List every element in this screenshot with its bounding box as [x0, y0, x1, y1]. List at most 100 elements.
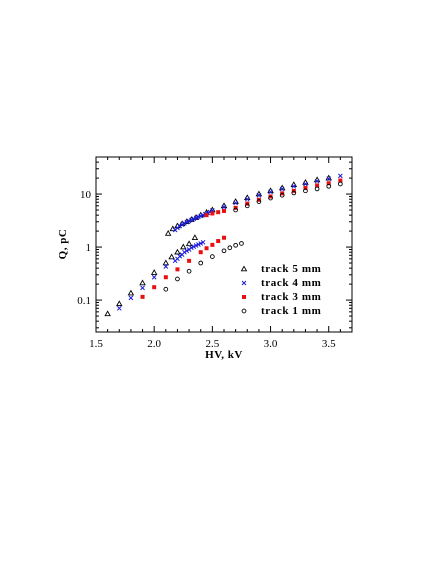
legend-label: track 4 mm: [261, 277, 321, 289]
data-point: [152, 285, 157, 290]
legend-label: track 3 mm: [261, 291, 321, 303]
data-point: [189, 245, 194, 251]
legend-label: track 1 mm: [261, 305, 321, 317]
data-point: [104, 310, 111, 317]
y-axis-title: Q, pC: [57, 229, 69, 260]
y-axis: 0.1 1 10: [77, 156, 352, 329]
data-point: [139, 279, 146, 286]
data-point: [179, 222, 185, 227]
data-point: [222, 235, 226, 240]
x-tick-label: 2.0: [147, 338, 161, 350]
data-point: [338, 173, 343, 179]
data-point: [127, 289, 135, 296]
data-point: [227, 245, 233, 251]
y-tick-label: 0.1: [77, 295, 91, 307]
legend-label: track 5 mm: [261, 263, 321, 275]
data-point: [187, 258, 192, 263]
y-tick-label: 10: [80, 189, 92, 201]
data-point: [221, 204, 227, 210]
data-point: [191, 244, 197, 249]
data-point: [314, 178, 320, 184]
data-point: [239, 241, 244, 246]
data-point: [200, 212, 206, 218]
legend-marker: [241, 308, 247, 314]
data-point: [198, 241, 204, 246]
data-point: [164, 230, 172, 236]
data-point: [168, 253, 175, 260]
data-point: [140, 294, 145, 299]
data-point: [314, 186, 320, 192]
data-point: [268, 195, 273, 201]
y-tick-label: 1: [86, 242, 92, 254]
data-point: [175, 267, 180, 272]
data-point: [179, 243, 187, 250]
data-point: [175, 276, 180, 282]
legend-marker: [240, 265, 248, 272]
data-point: [256, 199, 262, 204]
x-axis: 1.5 2.0 2.5 3.0 3.5: [89, 157, 353, 350]
data-point: [184, 219, 190, 225]
data-point: [216, 239, 221, 244]
x-tick-label: 2.5: [205, 338, 219, 350]
data-point: [338, 181, 343, 187]
data-point: [222, 208, 226, 213]
data-point: [185, 240, 193, 247]
data-point: [233, 207, 238, 213]
data-point: [115, 300, 123, 307]
data-point: [182, 249, 187, 255]
data-point: [186, 268, 192, 274]
legend-marker: [242, 295, 246, 299]
data-point: [151, 274, 157, 280]
data-point: [221, 248, 227, 254]
data-point: [216, 210, 221, 215]
data-point: [291, 190, 297, 196]
data-point: [174, 248, 181, 255]
data-point: [268, 189, 273, 195]
data-point: [186, 218, 192, 224]
data-point: [140, 285, 145, 291]
data-point: [198, 260, 204, 266]
data-point: [198, 250, 203, 255]
data-point: [315, 183, 320, 188]
data-point: [163, 264, 169, 269]
legend-marker: [241, 280, 247, 286]
data-point: [193, 243, 199, 248]
data-point: [210, 254, 215, 259]
data-point: [326, 183, 332, 189]
data-points: [104, 173, 343, 317]
data-point: [291, 183, 297, 189]
data-point: [163, 286, 169, 292]
data-point: [128, 295, 134, 301]
data-point: [182, 221, 187, 226]
data-point: [338, 178, 343, 183]
x-tick-label: 1.5: [89, 338, 103, 350]
data-point: [204, 246, 209, 251]
data-point: [303, 181, 308, 187]
data-point: [279, 192, 285, 198]
data-point: [177, 223, 183, 229]
data-point: [184, 248, 190, 254]
x-tick-label: 3.5: [322, 338, 336, 350]
data-point: [163, 275, 168, 280]
data-point: [244, 196, 250, 202]
data-point: [210, 242, 215, 247]
data-point: [116, 305, 122, 311]
data-point: [279, 186, 285, 192]
data-point: [326, 181, 331, 186]
data-point: [233, 242, 238, 248]
data-point: [200, 239, 206, 245]
series-4: [163, 181, 343, 292]
series-2: [116, 173, 343, 311]
data-point: [204, 213, 209, 218]
data-point: [303, 186, 308, 191]
data-point: [256, 192, 262, 198]
data-point: [303, 188, 308, 194]
data-point: [244, 203, 250, 209]
data-point: [191, 234, 199, 240]
legend: track 5 mm track 4 mm track 3 mm track 1 mm: [240, 263, 321, 317]
x-tick-label: 3.0: [264, 338, 278, 350]
data-point: [233, 200, 238, 206]
data-point: [210, 211, 215, 216]
x-axis-title: HV, kV: [205, 349, 243, 361]
